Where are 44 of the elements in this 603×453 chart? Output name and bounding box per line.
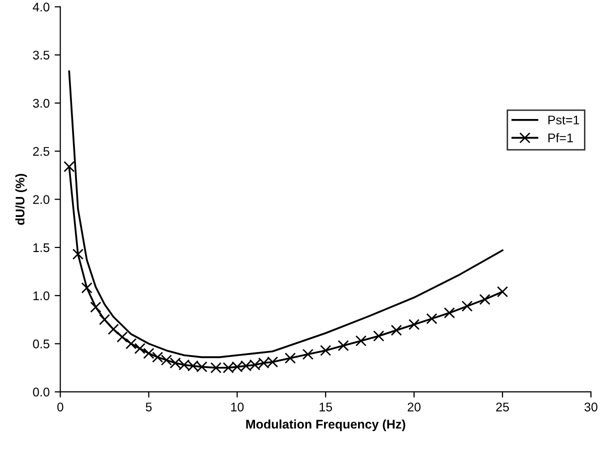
point <box>408 318 420 330</box>
point <box>426 313 438 324</box>
x-axis-title: Modulation Frequency (Hz) <box>246 419 406 432</box>
x-tick-label: 5 <box>146 402 152 412</box>
y-tick-label: 2.5 <box>33 146 50 156</box>
point <box>479 294 490 305</box>
y-tick-label: 2.0 <box>33 195 50 204</box>
point <box>98 314 110 326</box>
y-tick-label: 0.0 <box>32 388 50 396</box>
point <box>496 286 508 298</box>
point <box>355 335 367 346</box>
point <box>338 340 349 352</box>
y-tick-label: 3.5 <box>32 50 50 60</box>
point <box>373 330 384 342</box>
point <box>143 348 154 359</box>
point <box>444 307 455 318</box>
point <box>81 282 92 294</box>
y-tick-label: 1.0 <box>33 291 50 300</box>
legend-label: Pf=1 <box>548 133 573 142</box>
y-axis-title: dU/U (%) <box>15 174 27 225</box>
point <box>72 248 84 260</box>
point <box>462 300 473 312</box>
point <box>302 348 314 360</box>
point <box>284 352 296 364</box>
x-tick-label: 25 <box>496 402 509 412</box>
point <box>320 344 332 356</box>
x-tick-label: 10 <box>231 402 244 412</box>
y-tick-label: 3.0 <box>32 98 50 108</box>
point <box>390 324 402 336</box>
x-tick-label: 30 <box>584 402 598 412</box>
x-tick-label: 0 <box>57 402 64 412</box>
point <box>108 324 119 335</box>
point <box>125 338 137 350</box>
line-series <box>68 70 504 358</box>
x-tick-label: 15 <box>320 402 332 412</box>
point <box>90 302 102 313</box>
legend-label: Pst=1 <box>548 116 580 124</box>
point <box>134 342 146 354</box>
y-tick-label: 1.5 <box>33 243 50 252</box>
y-tick-label: 4.0 <box>32 2 50 12</box>
point <box>116 331 128 343</box>
point <box>64 161 75 172</box>
y-tick-label: 0.5 <box>32 340 50 348</box>
x-tick-label: 20 <box>408 402 421 412</box>
